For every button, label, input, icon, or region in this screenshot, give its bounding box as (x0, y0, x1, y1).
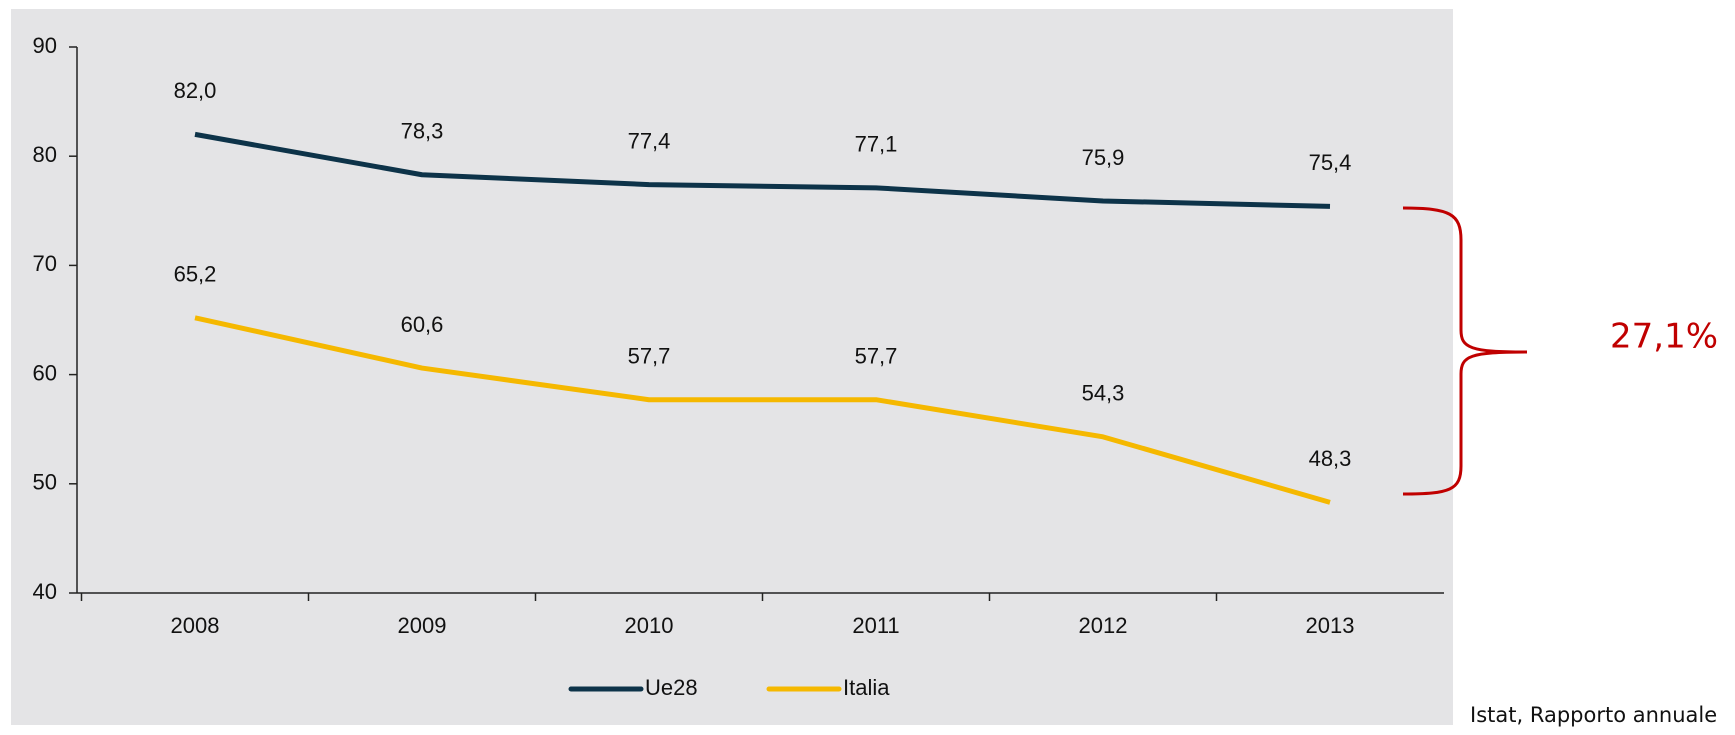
source-note: Istat, Rapporto annuale (1470, 703, 1717, 727)
x-tick-label: 2009 (398, 613, 447, 638)
data-label: 78,3 (401, 119, 444, 144)
x-tick-label: 2010 (625, 613, 674, 638)
data-label: 54,3 (1082, 381, 1125, 406)
gap-annotation: 27,1% (1610, 317, 1718, 357)
y-tick-label: 80 (33, 142, 57, 167)
x-tick-label: 2008 (171, 613, 220, 638)
data-label: 75,4 (1309, 150, 1352, 175)
data-label: 48,3 (1309, 446, 1352, 471)
x-tick-label: 2011 (852, 613, 899, 638)
y-tick-label: 40 (33, 579, 57, 604)
y-tick-label: 70 (33, 251, 57, 276)
y-tick-label: 60 (33, 360, 57, 385)
y-tick-label: 90 (33, 33, 57, 58)
data-label: 60,6 (401, 312, 444, 337)
data-label: 57,7 (855, 344, 898, 369)
data-label: 65,2 (174, 262, 217, 287)
x-tick-label: 2012 (1079, 613, 1128, 638)
plot-panel (11, 9, 1453, 725)
data-label: 82,0 (174, 78, 217, 103)
x-tick-label: 2013 (1306, 613, 1355, 638)
data-label: 57,7 (628, 344, 671, 369)
legend-label: Italia (843, 675, 890, 700)
series-line (194, 315, 1331, 505)
data-label: 77,1 (855, 132, 898, 157)
data-label: 75,9 (1082, 145, 1125, 170)
series-line (194, 131, 1331, 209)
data-label: 77,4 (628, 128, 671, 153)
y-tick-label: 50 (33, 470, 57, 495)
legend-label: Ue28 (645, 675, 698, 700)
bracket (1402, 206, 1528, 496)
